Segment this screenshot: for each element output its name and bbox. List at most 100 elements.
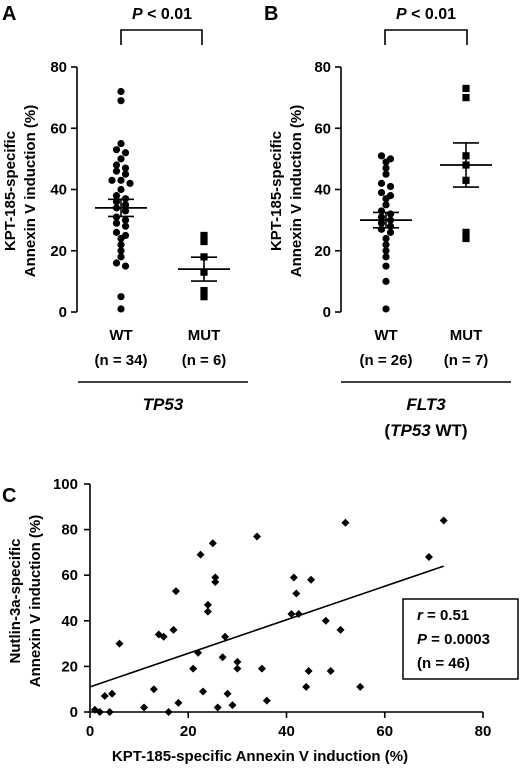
data-point xyxy=(121,207,130,215)
data-point xyxy=(117,234,125,243)
panel-c-x-ticks: 0 20 40 60 80 xyxy=(86,712,491,740)
data-point xyxy=(382,158,390,166)
data-point xyxy=(462,84,470,93)
data-point xyxy=(292,589,301,598)
data-point xyxy=(112,228,121,236)
x-tick-label: 20 xyxy=(180,723,197,740)
data-point xyxy=(100,692,109,701)
panel-b-bracket: P < 0.01 xyxy=(384,6,468,45)
data-point xyxy=(377,188,386,197)
data-point xyxy=(382,241,390,249)
x-tick-label: 60 xyxy=(376,723,393,740)
stats-p: P = 0.0003 xyxy=(417,631,490,648)
data-point xyxy=(211,578,220,587)
data-point xyxy=(112,167,121,175)
data-point xyxy=(386,182,395,191)
panel-a-points xyxy=(95,87,230,313)
y-tick-label: 40 xyxy=(50,182,67,199)
data-point xyxy=(253,532,262,541)
panel-a-category: TP53 xyxy=(143,395,184,414)
data-point xyxy=(382,195,390,203)
data-point xyxy=(200,293,208,301)
data-point xyxy=(198,687,207,696)
data-point xyxy=(213,703,222,712)
data-point xyxy=(382,247,390,255)
data-point xyxy=(126,179,134,187)
data-point xyxy=(174,698,183,707)
panel-c-y-ticks: 0 20 40 60 80 100 xyxy=(53,476,90,721)
data-point xyxy=(105,708,114,716)
data-point xyxy=(121,222,130,230)
panel-a-group2-n: (n = 6) xyxy=(182,352,227,369)
data-point xyxy=(121,262,130,270)
data-point xyxy=(169,625,178,634)
data-point xyxy=(462,234,470,243)
data-point xyxy=(289,573,298,582)
data-point xyxy=(95,708,104,716)
data-point xyxy=(307,575,316,584)
data-point xyxy=(321,616,330,625)
panel-b-group1-n: (n = 26) xyxy=(360,352,413,369)
data-point xyxy=(200,237,208,246)
y-tick-label: 0 xyxy=(323,304,331,321)
data-point xyxy=(382,253,390,261)
data-point xyxy=(377,225,386,233)
panel-b-category: FLT3 xyxy=(406,395,446,414)
data-point xyxy=(196,550,205,559)
data-point xyxy=(121,164,130,172)
panel-b-ylabel-line2: Annexin V induction (%) xyxy=(288,105,305,278)
data-point xyxy=(462,94,470,102)
y-tick-label: 0 xyxy=(70,704,78,721)
stats-r: r = 0.51 xyxy=(417,607,469,624)
data-point xyxy=(302,682,311,691)
data-point xyxy=(382,262,390,270)
y-tick-label: 80 xyxy=(61,522,78,539)
data-point xyxy=(462,228,470,236)
data-point xyxy=(233,657,242,666)
data-point xyxy=(121,201,130,209)
data-point xyxy=(377,213,386,221)
data-point xyxy=(117,305,125,313)
data-point xyxy=(171,587,180,596)
data-point xyxy=(341,518,350,527)
y-tick-label: 80 xyxy=(314,59,331,76)
data-point xyxy=(117,176,125,184)
panel-b-points xyxy=(360,84,492,313)
panel-c-ylabel-line1: Nutlin-3a-specific xyxy=(7,538,24,663)
data-point xyxy=(200,286,208,295)
panel-b-category-sub: (TP53 WT) xyxy=(384,421,467,440)
data-point xyxy=(108,689,117,698)
panel-b-group2-n: (n = 7) xyxy=(444,352,489,369)
panel-label-a: A xyxy=(2,3,16,25)
panel-a-ylabel-line2: Annexin V induction (%) xyxy=(22,105,39,278)
data-point xyxy=(382,201,390,209)
regression-line xyxy=(89,565,444,688)
panel-b-group2-label: MUT xyxy=(450,327,483,344)
data-point xyxy=(382,277,390,285)
x-tick-label: 0 xyxy=(86,723,94,740)
data-point xyxy=(140,703,149,712)
data-point xyxy=(112,259,121,267)
data-point xyxy=(203,607,212,616)
panel-a-ylabel-line1: KPT-185-specific xyxy=(2,131,19,251)
y-tick-label: 20 xyxy=(50,243,67,260)
panel-a: A KPT-185-specific Annexin V induction (… xyxy=(2,3,248,414)
panel-a-pvalue: P < 0.01 xyxy=(132,6,192,23)
data-point xyxy=(149,685,158,694)
panel-a-y-ticks: 0 20 40 60 80 xyxy=(50,59,77,321)
data-point xyxy=(112,219,121,227)
panel-label-b: B xyxy=(264,3,278,25)
y-tick-label: 40 xyxy=(61,613,78,630)
panel-b-ylabel-line1: KPT-185-specific xyxy=(268,131,285,251)
panel-b-group1-label: WT xyxy=(374,327,397,344)
data-point xyxy=(439,516,448,525)
data-point xyxy=(382,170,390,178)
data-point xyxy=(228,701,237,710)
data-point xyxy=(294,609,303,618)
data-point xyxy=(377,207,386,215)
data-point xyxy=(121,216,130,224)
data-point xyxy=(336,625,345,634)
data-point xyxy=(377,219,386,227)
data-point xyxy=(386,228,395,236)
